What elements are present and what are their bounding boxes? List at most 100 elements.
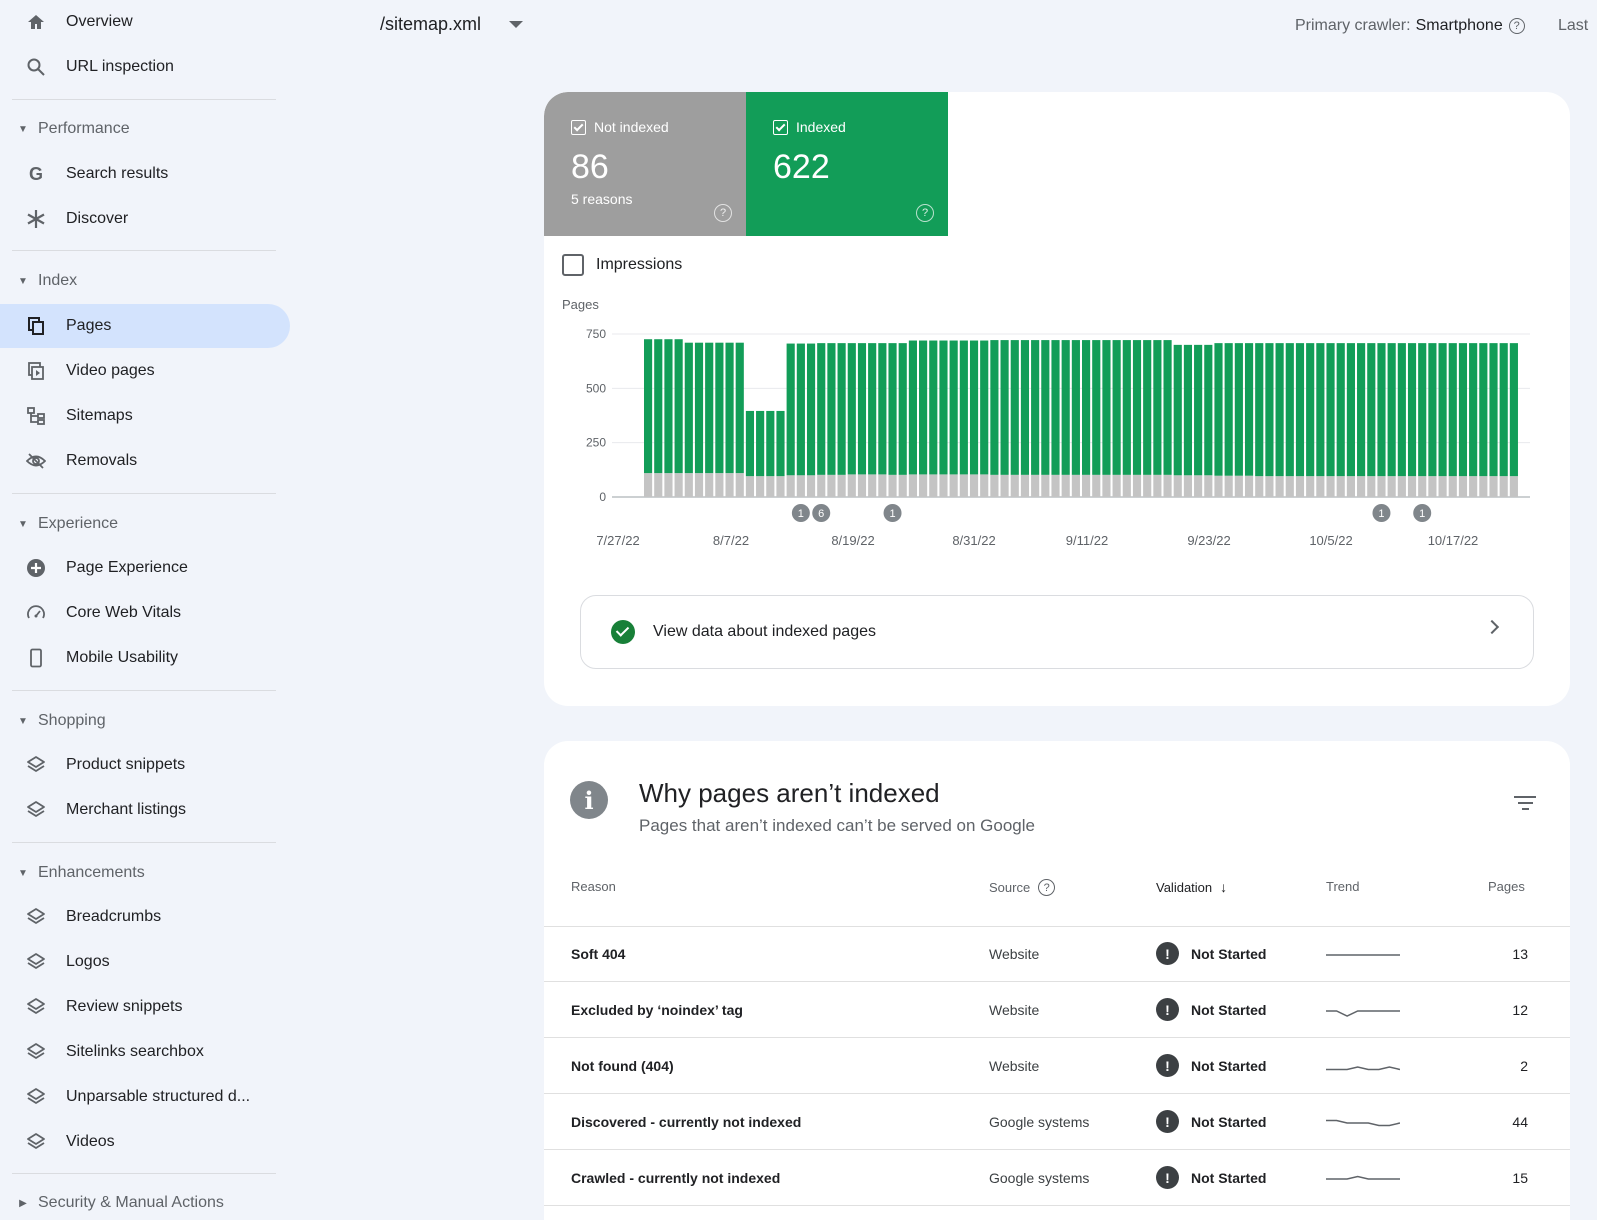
sidebar-item-videos[interactable]: Videos	[0, 1120, 290, 1164]
bar-indexed	[857, 343, 867, 475]
sidebar-item-url-inspection[interactable]: URL inspection	[0, 45, 290, 89]
filter-icon[interactable]	[1514, 796, 1536, 814]
sidebar-item-unparsable-structured-d[interactable]: Unparsable structured d...	[0, 1075, 290, 1119]
sidebar-item-sitelinks-searchbox[interactable]: Sitelinks searchbox	[0, 1030, 290, 1074]
source-cell: Google systems	[989, 1114, 1090, 1130]
bar-not-indexed	[1418, 476, 1427, 497]
bar-not-indexed	[766, 476, 775, 497]
sidebar-item-product-snippets[interactable]: Product snippets	[0, 743, 290, 787]
trend-line	[1326, 1119, 1400, 1127]
col-header-reason[interactable]: Reason	[571, 879, 616, 894]
bar-indexed	[1295, 343, 1305, 477]
bar-indexed	[1418, 343, 1427, 477]
validation-status: Not Started	[1191, 1169, 1267, 1186]
bar-indexed	[766, 410, 775, 477]
table-row[interactable]: Soft 404 Website! Not Started 13	[544, 927, 1570, 982]
bar-indexed	[806, 343, 816, 476]
sidebar-section-enhancements[interactable]: ▼ Enhancements	[14, 858, 145, 888]
sidebar-item-overview[interactable]: Overview	[0, 0, 290, 44]
bar-not-indexed	[868, 474, 877, 497]
indexed-tile[interactable]: Indexed 622 ?	[746, 92, 948, 236]
help-icon[interactable]: ?	[1508, 18, 1525, 34]
checkbox-checked-icon[interactable]	[571, 119, 586, 135]
sidebar-item-core-web-vitals[interactable]: Core Web Vitals	[0, 591, 290, 635]
bar-not-indexed	[1244, 475, 1254, 497]
bar-indexed	[1479, 343, 1488, 477]
sidebar-section-performance[interactable]: ▼ Performance	[14, 114, 130, 144]
sidebar-section-index[interactable]: ▼ Index	[14, 266, 77, 296]
table-row[interactable]: Discovered - currently not indexed Google…	[544, 1095, 1570, 1150]
sidebar-item-page-experience[interactable]: Page Experience	[0, 546, 290, 590]
impressions-checkbox[interactable]: Impressions	[562, 254, 682, 276]
sidebar-item-pages[interactable]: Pages	[0, 304, 290, 348]
sidebar-item-label: Removals	[66, 452, 138, 469]
col-header-pages[interactable]: Pages	[1488, 879, 1525, 894]
table-row[interactable]: Not found (404) Website! Not Started 2	[544, 1039, 1570, 1094]
not-indexed-tile[interactable]: Not indexed 86 5 reasons ?	[544, 92, 746, 236]
sidebar-section-experience[interactable]: ▼ Experience	[14, 509, 118, 539]
bar-not-indexed	[919, 474, 928, 497]
sitemap-dropdown[interactable]: /sitemap.xml	[380, 14, 524, 35]
y-tick-label: 250	[586, 436, 606, 450]
pages-cell: 12	[1512, 1002, 1528, 1018]
caret-down-icon: ▼	[18, 715, 28, 727]
sidebar-item-removals[interactable]: Removals	[0, 439, 290, 483]
bar-not-indexed	[1000, 474, 1009, 497]
sidebar-item-label: Videos	[66, 1133, 115, 1150]
bar-not-indexed	[1051, 474, 1060, 497]
bar-indexed	[1092, 340, 1101, 475]
bar-indexed	[1285, 343, 1294, 477]
caret-down-icon: ▼	[18, 275, 28, 287]
help-icon[interactable]: ?	[714, 204, 732, 222]
checkbox-checked-icon[interactable]	[773, 119, 788, 135]
sidebar-item-search-results[interactable]: G Search results	[0, 152, 290, 196]
validation-cell: ! Not Started	[1156, 998, 1266, 1021]
sidebar-section-shopping[interactable]: ▼ Shopping	[14, 706, 106, 736]
sidebar-section-security-manual-actions[interactable]: ▶ Security & Manual Actions	[14, 1188, 224, 1218]
reason-cell: Not found (404)	[571, 1058, 674, 1074]
bar-not-indexed	[1194, 475, 1203, 497]
annotation-marker	[812, 504, 831, 522]
bar-indexed	[674, 339, 683, 474]
sidebar-item-label: Logos	[66, 953, 110, 970]
bar-not-indexed	[1173, 475, 1182, 497]
bar-not-indexed	[1143, 474, 1152, 497]
table-row[interactable]: Excluded by ‘noindex’ tag Website! Not Sta…	[544, 983, 1570, 1038]
bar-indexed	[786, 343, 795, 476]
col-header-source[interactable]: Source?	[989, 879, 1056, 896]
not-indexed-label: Not indexed	[594, 119, 669, 135]
sidebar-item-review-snippets[interactable]: Review snippets	[0, 985, 290, 1029]
bar-indexed	[1061, 340, 1070, 475]
sort-down-arrow-icon: ↓	[1220, 879, 1228, 895]
sidebar-item-sitemaps[interactable]: Sitemaps	[0, 394, 290, 438]
bar-not-indexed	[1082, 474, 1091, 497]
bar-indexed	[1020, 340, 1030, 475]
sidebar-item-discover[interactable]: Discover	[0, 197, 290, 241]
help-icon[interactable]: ?	[1038, 879, 1056, 896]
col-header-trend[interactable]: Trend	[1326, 879, 1359, 894]
sidebar-item-mobile-usability[interactable]: Mobile Usability	[0, 636, 290, 680]
checkbox-unchecked-icon[interactable]	[562, 254, 584, 276]
y-tick-label: 0	[599, 490, 606, 504]
divider	[12, 842, 276, 843]
bar-not-indexed	[908, 474, 917, 497]
validation-status: Not Started	[1191, 1113, 1267, 1130]
alert-icon: !	[1156, 1054, 1179, 1077]
bar-indexed	[1234, 343, 1243, 476]
trend-sparkline	[1326, 1066, 1400, 1071]
sidebar-item-logos[interactable]: Logos	[0, 940, 290, 984]
view-indexed-data-button[interactable]: View data about indexed pages	[580, 595, 1534, 669]
bar-not-indexed	[684, 473, 693, 497]
table-row[interactable]: Crawled - currently not indexed Google sy…	[544, 1151, 1570, 1206]
sidebar-item-breadcrumbs[interactable]: Breadcrumbs	[0, 895, 290, 939]
bar-indexed	[1326, 343, 1335, 477]
col-header-validation[interactable]: Validation ↓	[1156, 879, 1227, 895]
sidebar-item-video-pages[interactable]: Video pages	[0, 349, 290, 393]
bar-not-indexed	[817, 474, 826, 497]
help-icon[interactable]: ?	[916, 204, 934, 222]
layers-icon	[26, 1132, 46, 1152]
y-tick-label: 750	[586, 327, 606, 341]
sidebar-item-merchant-listings[interactable]: Merchant listings	[0, 788, 290, 832]
bar-not-indexed	[1224, 475, 1233, 497]
bar-not-indexed	[827, 474, 836, 497]
